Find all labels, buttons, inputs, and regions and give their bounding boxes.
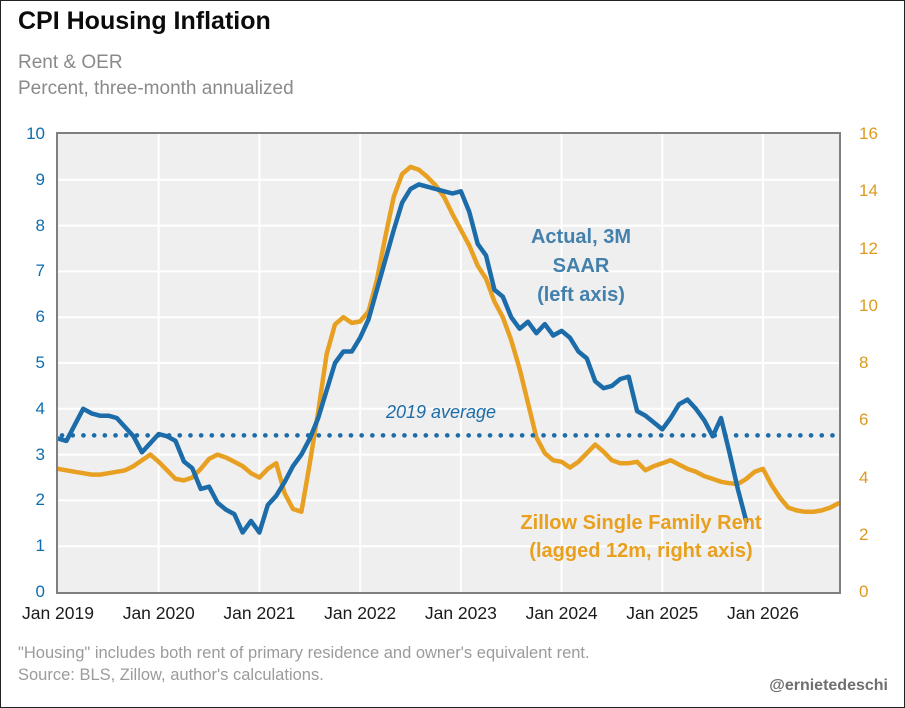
x-axis-tick: Jan 2021: [223, 603, 296, 623]
author-handle: @ernietedeschi: [769, 677, 888, 694]
left-axis-tick: 10: [26, 124, 45, 143]
chart-subtitle: Rent & OER Percent, three-month annualiz…: [18, 50, 294, 102]
series-line-left: [58, 182, 749, 535]
x-axis-tick: Jan 2022: [324, 603, 397, 623]
right-axis-tick: 8: [859, 353, 869, 372]
left-axis-tick: 1: [35, 536, 45, 556]
x-axis-tick: Jan 2020: [122, 603, 195, 623]
left-axis-tick: 3: [35, 444, 45, 464]
x-axis-tick: Jan 2025: [626, 603, 699, 623]
subtitle-line-1: Rent & OER: [18, 52, 123, 73]
page-title: CPI Housing Inflation: [18, 7, 271, 35]
left-axis-tick: 6: [35, 307, 45, 327]
left-axis-tick: 7: [35, 261, 45, 281]
annotation-zillow-line1: Zillow Single Family Rent: [520, 512, 762, 534]
x-axis-tick: Jan 2019: [21, 603, 94, 623]
x-axis-tick: Jan 2024: [525, 603, 598, 623]
x-axis-tick: Jan 2023: [424, 603, 497, 623]
annotation-zillow-series: Zillow Single Family Rent (lagged 12m, r…: [506, 509, 776, 565]
annotation-2019-average: 2019 average: [385, 402, 497, 422]
annotation-zillow-line2: (lagged 12m, right axis): [529, 540, 753, 562]
left-axis-tick: 8: [35, 215, 45, 235]
annotation-actual-line2: SAAR: [552, 255, 610, 277]
right-axis-tick: 4: [859, 467, 869, 487]
right-axis-tick: 0: [859, 582, 869, 601]
right-axis-tick: 2: [859, 524, 869, 544]
right-axis-tick: 10: [859, 295, 878, 315]
subtitle-line-2: Percent, three-month annualized: [18, 78, 294, 99]
chart-plot: [58, 134, 839, 592]
x-axis-tick: Jan 2026: [726, 603, 799, 623]
left-axis-tick: 2: [35, 490, 45, 510]
series-line-right: [58, 164, 839, 515]
annotation-actual-line3: (left axis): [537, 284, 625, 306]
right-axis-tick: 6: [859, 410, 869, 430]
footnote: "Housing" includes both rent of primary …: [18, 644, 590, 662]
right-axis-tick: 14: [859, 181, 878, 201]
right-axis-tick: 16: [859, 124, 878, 143]
left-axis-tick: 0: [35, 582, 45, 601]
left-axis-tick: 5: [35, 353, 45, 372]
left-axis-tick: 9: [35, 169, 45, 189]
right-axis-tick: 12: [859, 238, 878, 258]
annotation-actual-line1: Actual, 3M: [530, 226, 632, 248]
annotation-actual-series: Actual, 3M SAAR (left axis): [491, 223, 671, 310]
left-axis-tick: 4: [35, 398, 45, 418]
source-note: Source: BLS, Zillow, author's calculatio…: [18, 666, 324, 684]
